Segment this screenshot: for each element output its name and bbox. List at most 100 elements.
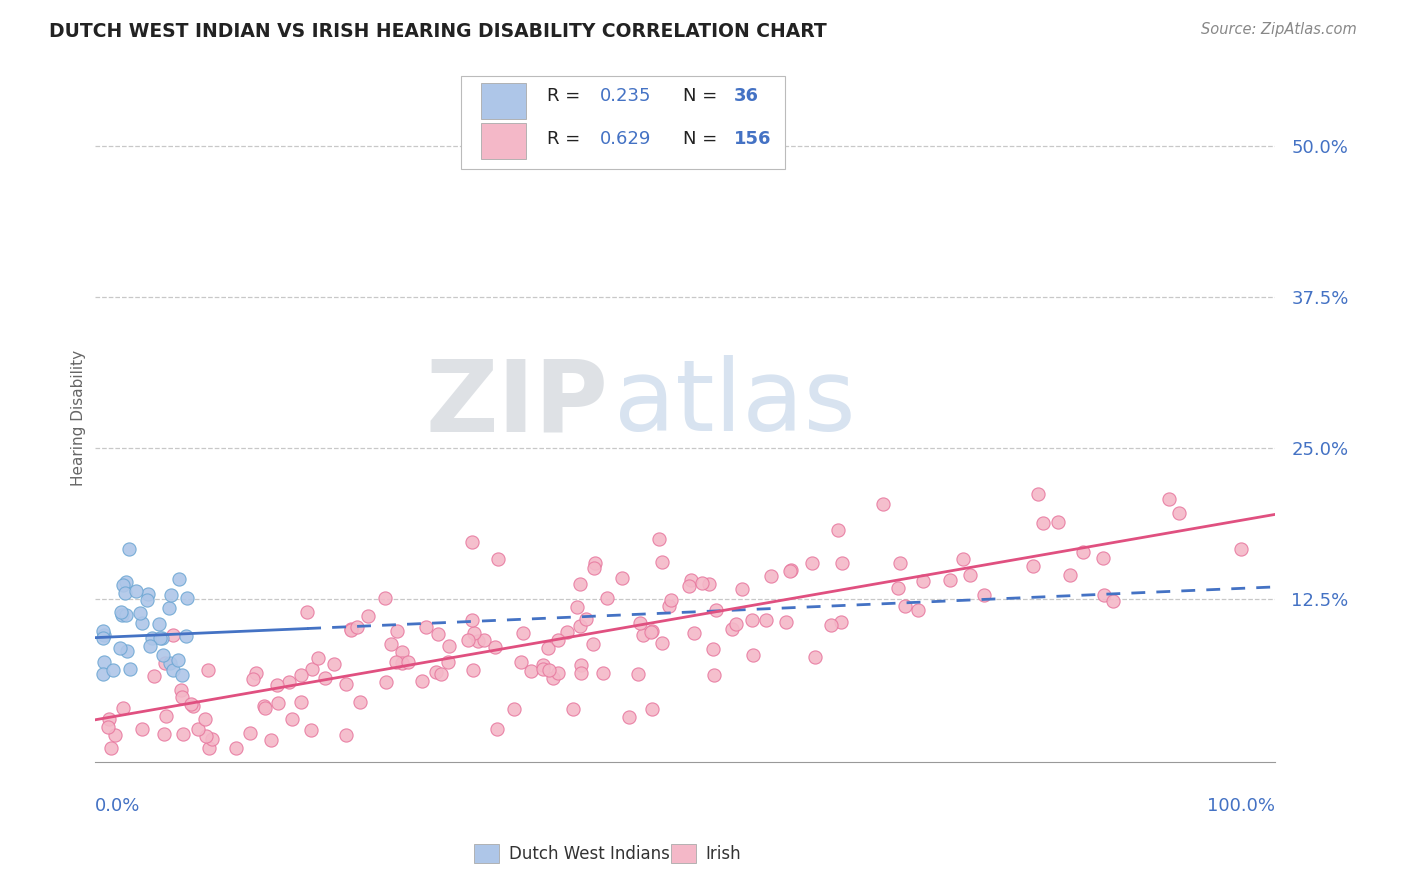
Point: [391, 645, 413, 659]
Point: [581, 637, 603, 651]
Point: [335, 728, 357, 742]
Point: [648, 532, 671, 546]
Point: [486, 552, 509, 566]
Point: [267, 696, 290, 710]
Bar: [481, 83, 526, 119]
Point: [97, 712, 120, 726]
Point: [779, 563, 801, 577]
Point: [827, 523, 849, 537]
Point: [225, 740, 247, 755]
Point: [117, 542, 139, 557]
Point: [374, 591, 396, 606]
Point: [893, 599, 915, 613]
Point: [253, 701, 276, 715]
Point: [569, 576, 592, 591]
Point: [111, 607, 134, 622]
Point: [720, 623, 742, 637]
Point: [299, 723, 322, 737]
Point: [911, 574, 934, 589]
Point: [690, 575, 713, 590]
Point: [114, 586, 136, 600]
Point: [531, 662, 554, 676]
Point: [411, 674, 433, 689]
Point: [290, 695, 312, 709]
Point: [889, 556, 911, 570]
Point: [430, 667, 453, 681]
Point: [1026, 486, 1049, 500]
Point: [112, 701, 135, 715]
Point: [741, 614, 763, 628]
Point: [166, 653, 188, 667]
Point: [340, 623, 363, 637]
Point: [427, 627, 450, 641]
Point: [658, 599, 681, 613]
Point: [129, 606, 152, 620]
Point: [194, 730, 217, 744]
Point: [1230, 541, 1253, 556]
Point: [952, 551, 974, 566]
Text: 36: 36: [734, 87, 758, 105]
Point: [596, 591, 619, 605]
Point: [252, 698, 274, 713]
Point: [617, 710, 640, 724]
Point: [887, 581, 910, 595]
Point: [100, 740, 122, 755]
Point: [150, 632, 173, 646]
Point: [631, 628, 654, 642]
Point: [592, 666, 614, 681]
Point: [152, 648, 174, 662]
Point: [651, 636, 673, 650]
Point: [391, 656, 413, 670]
Text: 0.235: 0.235: [600, 87, 651, 105]
Point: [484, 640, 506, 654]
Text: 0.629: 0.629: [600, 130, 651, 148]
Point: [197, 663, 219, 677]
Point: [174, 629, 197, 643]
Point: [702, 641, 724, 656]
Point: [583, 561, 606, 575]
Point: [117, 643, 139, 657]
Point: [425, 665, 447, 679]
Point: [198, 740, 221, 755]
Point: [167, 572, 190, 586]
Point: [385, 655, 408, 669]
Point: [194, 712, 217, 726]
Point: [290, 668, 312, 682]
Point: [627, 667, 650, 681]
Point: [155, 708, 177, 723]
Point: [1157, 491, 1180, 506]
Point: [142, 669, 165, 683]
Text: R =: R =: [547, 130, 586, 148]
Point: [314, 671, 336, 685]
Text: R =: R =: [547, 87, 586, 105]
Point: [1032, 516, 1054, 530]
Point: [538, 663, 561, 677]
Point: [461, 663, 484, 677]
Point: [486, 723, 509, 737]
Point: [115, 575, 138, 590]
Point: [803, 649, 825, 664]
Point: [461, 535, 484, 549]
Point: [555, 625, 578, 640]
Point: [170, 682, 193, 697]
Point: [628, 616, 651, 631]
Point: [547, 633, 569, 648]
Point: [583, 557, 606, 571]
Point: [731, 582, 754, 597]
Point: [463, 625, 485, 640]
Point: [704, 603, 727, 617]
Point: [697, 577, 720, 591]
Point: [131, 615, 153, 630]
Point: [562, 702, 585, 716]
Point: [135, 592, 157, 607]
Y-axis label: Hearing Disability: Hearing Disability: [72, 350, 86, 485]
Point: [938, 573, 960, 587]
Text: Irish: Irish: [706, 845, 741, 863]
Point: [91, 624, 114, 639]
Point: [830, 615, 852, 630]
Point: [437, 655, 460, 669]
Point: [1092, 551, 1115, 566]
Point: [111, 578, 134, 592]
Point: [115, 607, 138, 622]
Point: [380, 637, 402, 651]
